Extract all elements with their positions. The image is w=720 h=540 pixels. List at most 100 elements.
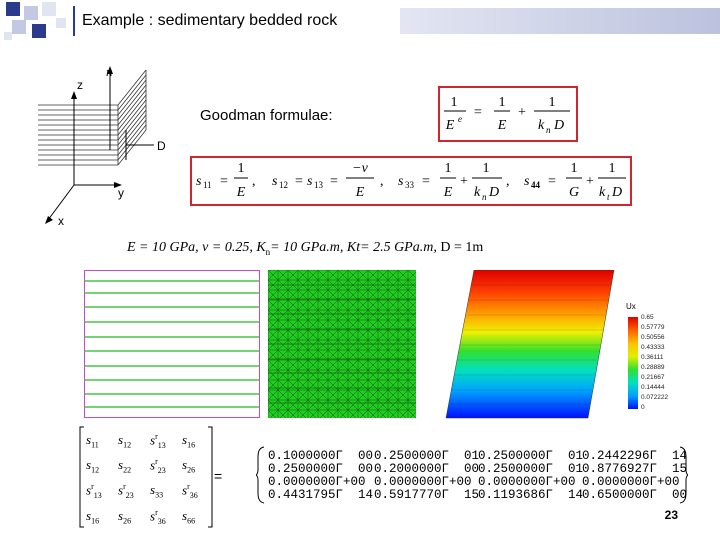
s33-label: s xyxy=(398,174,404,189)
s12-num: −ν xyxy=(352,161,368,176)
legend-value: 0 xyxy=(641,404,645,411)
s13-sub: 13 xyxy=(314,180,324,190)
s33-comma: , xyxy=(506,174,510,189)
s12-comma: , xyxy=(380,174,384,189)
params-text1: E = 10 GPa, ν = 0.25, K xyxy=(127,240,266,255)
legend-value: 0.43333 xyxy=(641,344,665,351)
matrix-equals: = xyxy=(214,468,223,484)
s12-sub: 12 xyxy=(279,180,288,190)
symbolic-matrix-cell: sr23 xyxy=(150,457,166,475)
goodman-t2-num: 1 xyxy=(549,95,556,110)
s12-label: s xyxy=(272,174,278,189)
symbolic-matrix-cell: s26 xyxy=(118,508,132,526)
s33-sub: 33 xyxy=(405,180,415,190)
goodman-formula: 1 E e = 1 E + 1 k n D xyxy=(444,95,570,135)
goodman-plus: + xyxy=(518,105,526,120)
goodman-lhs-num: 1 xyxy=(451,95,458,110)
s44-k: k xyxy=(599,185,606,200)
s44-eq: = xyxy=(548,174,556,189)
goodman-t2-sub: n xyxy=(546,125,551,135)
s44-plus: + xyxy=(586,174,594,189)
legend-title: Ux xyxy=(626,302,636,311)
symbolic-matrix-cell: sr36 xyxy=(182,482,198,500)
s33-ksub: n xyxy=(482,192,487,202)
s12-den: E xyxy=(355,185,365,200)
layers-panel xyxy=(84,270,260,418)
numeric-matrix-cell: 0.1000000Γ 00 xyxy=(268,449,374,463)
decor-square xyxy=(56,18,66,28)
numeric-matrix-cell: 0.0000000Γ+00 xyxy=(374,475,472,489)
s44-den1: G xyxy=(569,185,579,200)
s33-num1: 1 xyxy=(445,161,452,176)
symbolic-matrix-cell: s16 xyxy=(86,508,100,526)
compliance-formula-box xyxy=(190,156,632,206)
decor-square xyxy=(24,6,38,20)
axis-label-d: D xyxy=(157,139,166,153)
title-bar xyxy=(0,0,720,42)
displacement-panel xyxy=(445,270,615,419)
bedded-rock-diagram xyxy=(38,66,154,224)
decor-square xyxy=(6,2,20,16)
kn-subscript: n xyxy=(265,246,271,257)
goodman-lhs-sup: e xyxy=(458,114,462,124)
numeric-matrix-cell: 0.0000000Γ+00 xyxy=(268,475,366,489)
legend-value: 0.072222 xyxy=(641,394,669,401)
decor-square xyxy=(4,32,12,40)
mesh-panel xyxy=(268,270,416,418)
axis-label-y: y xyxy=(118,186,124,200)
slide-title: Example : sedimentary bedded rock xyxy=(82,12,338,29)
numeric-matrix-cell: 0.2500000Γ 01 xyxy=(374,449,480,463)
layer-lines xyxy=(85,280,259,408)
s13-label: s xyxy=(307,174,313,189)
numeric-matrix-cell: 0.0000000Γ+00 xyxy=(582,475,680,489)
color-legend-bar xyxy=(628,317,638,409)
numeric-matrix-cell: 0.2500000Γ 00 xyxy=(268,462,374,476)
symbolic-matrix-cell: s33 xyxy=(150,482,164,500)
params-d: D = 1m xyxy=(440,240,484,255)
symbolic-matrix-cell: sr13 xyxy=(86,482,102,500)
symbolic-matrix-cell: s22 xyxy=(118,457,132,475)
legend-value: 0.21667 xyxy=(641,374,665,381)
symbolic-matrix-cell: s66 xyxy=(182,508,196,526)
numeric-matrix-cell: 0.4431795Γ 14 xyxy=(268,488,374,502)
axis-label-z: z xyxy=(77,78,83,92)
numeric-matrix-cell: 0.2000000Γ 00 xyxy=(374,462,480,476)
s44-sub: 44 xyxy=(531,180,541,190)
material-parameters: E = 10 GPa, ν = 0.25, Kn= 10 GPa.m, Kt= … xyxy=(127,240,483,257)
legend-value: 0.36111 xyxy=(641,354,664,361)
s33-k: k xyxy=(474,185,481,200)
decor-square xyxy=(42,2,56,16)
s33-d: D xyxy=(488,185,499,200)
numeric-matrix-cell: 0.5917770Γ 15 xyxy=(374,488,480,502)
s33-den1: E xyxy=(443,185,453,200)
goodman-t2-d: D xyxy=(553,118,564,133)
s12-eq: = xyxy=(295,174,303,189)
numeric-matrix-cell: 0.8776927Γ 15 xyxy=(582,462,688,476)
goodman-formula-box xyxy=(438,86,578,142)
legend-value: 0.65 xyxy=(641,314,654,321)
s44-num2: 1 xyxy=(609,161,616,176)
s11-label: s xyxy=(196,174,202,189)
symbolic-matrix-cell: s12 xyxy=(86,457,100,475)
goodman-lhs-den: E xyxy=(445,118,455,133)
axis-label-n: n xyxy=(106,64,113,79)
s11-sub: 11 xyxy=(203,180,212,190)
page-number: 23 xyxy=(664,508,678,522)
s11-den: E xyxy=(236,185,246,200)
symbolic-matrix-cell: s16 xyxy=(182,432,196,450)
s44-ksub: t xyxy=(607,192,610,202)
symbolic-matrix-cell: s26 xyxy=(182,457,196,475)
goodman-label: Goodman formulae: xyxy=(200,107,333,124)
legend-value: 0.14444 xyxy=(641,384,665,391)
goodman-t1-num: 1 xyxy=(499,95,506,110)
title-gradient xyxy=(400,8,720,34)
s33-eq: = xyxy=(422,174,430,189)
legend-value: 0.57779 xyxy=(641,324,665,331)
axis-label-x: x xyxy=(58,214,64,228)
numeric-matrix-cell: 0.2500000Γ 01 xyxy=(478,462,584,476)
numeric-matrix-brackets xyxy=(256,446,688,504)
s33-plus: + xyxy=(460,174,468,189)
numeric-matrix-cell: 0.6500000Γ 00 xyxy=(582,488,688,502)
s44-d: D xyxy=(611,185,622,200)
s44-num1: 1 xyxy=(571,161,578,176)
